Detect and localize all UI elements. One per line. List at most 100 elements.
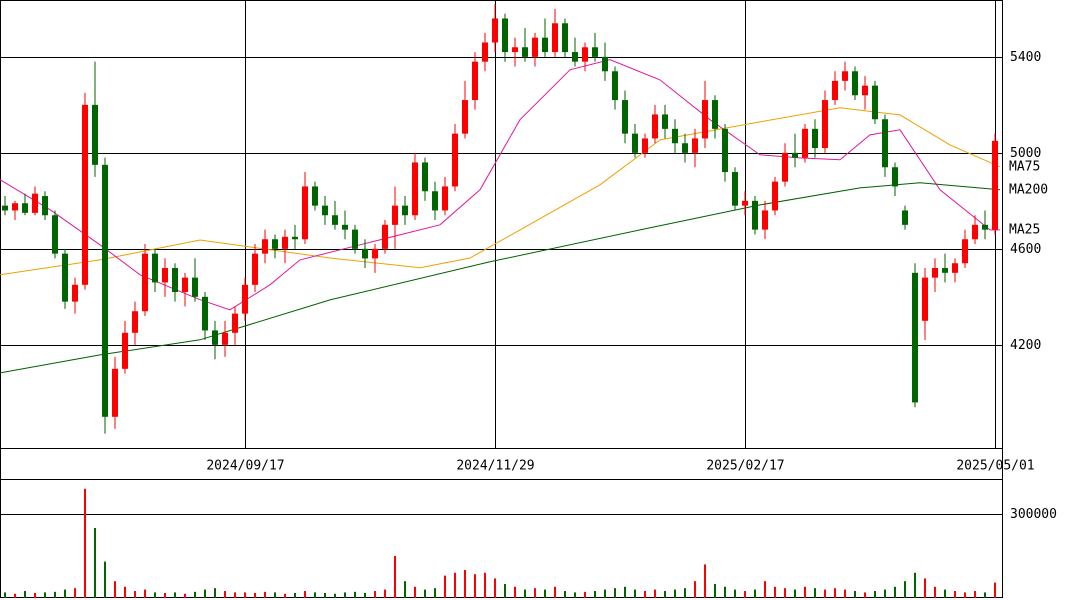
candle-body [452, 133, 458, 187]
candle-body [282, 236, 288, 249]
volume-bar [194, 591, 196, 598]
volume-bar [774, 586, 776, 598]
candle-body [442, 186, 448, 211]
volume-bar [14, 593, 16, 598]
volume-bar [424, 589, 426, 598]
volume-bar [724, 586, 726, 598]
candle-body [222, 332, 228, 345]
candle-body [162, 268, 168, 283]
candle-body [982, 224, 988, 230]
candle-body [622, 100, 628, 134]
volume-bar [964, 592, 966, 598]
volume-bar [804, 586, 806, 598]
volume-bar [444, 575, 446, 598]
volume-bar [434, 588, 436, 598]
candle-body [292, 236, 298, 240]
candle-body [802, 128, 808, 158]
candle-body [32, 193, 38, 213]
volume-bar [994, 582, 996, 598]
candle-body [742, 200, 748, 206]
candle-body [402, 205, 408, 216]
volume-bar [734, 589, 736, 598]
volume-bar [234, 592, 236, 598]
candle-body [922, 277, 928, 321]
candle-body [502, 18, 508, 53]
volume-bar [524, 589, 526, 598]
volume-bar [704, 564, 706, 598]
volume-bar [364, 592, 366, 598]
volume-bar [264, 591, 266, 598]
volume-bar [744, 590, 746, 598]
volume-bar [334, 593, 336, 598]
candle-body [662, 114, 668, 129]
volume-bar [464, 569, 466, 598]
candle-body [772, 181, 778, 211]
candle-body [362, 248, 368, 259]
candle-body [972, 224, 978, 240]
volume-bar [394, 555, 396, 598]
volume-bar [924, 578, 926, 598]
candle-body [372, 248, 378, 259]
candle-body [902, 210, 908, 225]
candle-body [262, 239, 268, 254]
candle-body [92, 104, 98, 165]
candle-body [242, 284, 248, 314]
candle-body [272, 239, 278, 249]
volume-bar [374, 590, 376, 598]
candle-body [182, 277, 188, 293]
y-tick-label: 5400 [1010, 50, 1041, 65]
volume-bar [154, 592, 156, 598]
candle-body [302, 186, 308, 240]
candle-body [632, 133, 638, 153]
candle-body [592, 47, 598, 57]
volume-bar [914, 572, 916, 598]
candle-body [692, 138, 698, 153]
volume-bar [844, 589, 846, 598]
candle-body [712, 100, 718, 129]
volume-bar [304, 590, 306, 598]
candle-body [332, 215, 338, 225]
volume-bar [624, 586, 626, 598]
volume-bar [984, 592, 986, 598]
volume-bar [224, 590, 226, 598]
volume-bar [534, 588, 536, 598]
volume-bar [24, 590, 26, 598]
volume-bar [324, 592, 326, 598]
candle-body [672, 128, 678, 144]
candle-body [472, 61, 478, 101]
volume-bar [614, 588, 616, 598]
candle-body [642, 138, 648, 153]
candle-body [82, 104, 88, 285]
candle-body [52, 215, 58, 254]
volume-bar [384, 589, 386, 598]
volume-bar [104, 561, 106, 598]
volume-bar [134, 590, 136, 598]
volume-bar [794, 589, 796, 598]
candle-body [522, 47, 528, 57]
candle-body [172, 268, 178, 293]
volume-bar [544, 589, 546, 598]
x-tick-label: 2025/02/17 [706, 459, 784, 474]
candle-body [892, 167, 898, 187]
candle-body [812, 128, 818, 149]
volume-bar [274, 592, 276, 598]
candle-body [752, 200, 758, 230]
volume-bar [694, 581, 696, 598]
volume-bar [574, 592, 576, 598]
volume-bar [784, 588, 786, 598]
volume-bar [414, 586, 416, 598]
volume-bar [174, 592, 176, 598]
candle-body [212, 330, 218, 345]
volume-bar [44, 592, 46, 598]
volume-bar [954, 590, 956, 598]
volume-bar [284, 593, 286, 598]
candle-body [422, 162, 428, 192]
volume-bar [904, 581, 906, 598]
candle-body [142, 253, 148, 312]
volume-bar [934, 586, 936, 598]
candle-body [952, 263, 958, 273]
volume-bar [604, 589, 606, 598]
volume-bar [514, 586, 516, 598]
candle-body [762, 210, 768, 230]
